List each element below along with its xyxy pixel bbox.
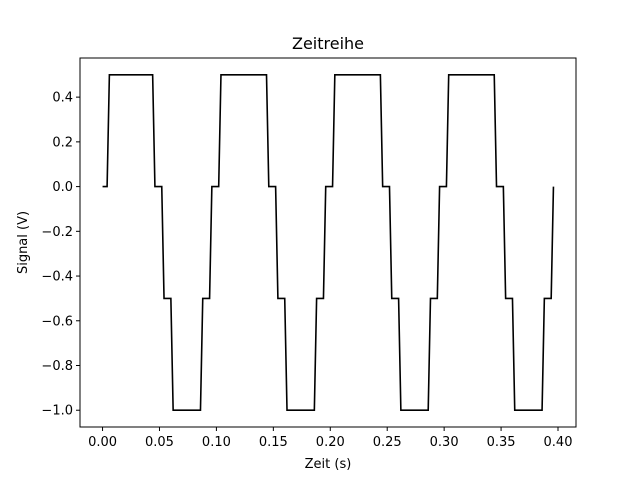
x-tick-label: 0.30	[430, 435, 459, 450]
y-tick-label: −0.2	[41, 225, 73, 240]
y-tick-label: 0.0	[52, 180, 73, 195]
plot-area	[79, 57, 577, 428]
x-axis: 0.00 0.05 0.10 0.15 0.20 0.25 0.30 0.35 0.40	[88, 427, 572, 450]
y-axis: 0.4 0.2 0.0 −0.2 −0.4 −0.6 −0.8 −1.0	[41, 91, 80, 419]
x-tick-label: 0.20	[316, 435, 345, 450]
x-tick-label: 0.00	[88, 435, 117, 450]
x-axis-label: Zeit (s)	[305, 457, 352, 472]
axes-frame	[79, 57, 577, 428]
x-tick-label: 0.25	[373, 435, 402, 450]
y-tick-label: 0.4	[52, 91, 73, 106]
series-line	[102, 73, 555, 412]
chart-title: Zeitreihe	[292, 34, 364, 53]
x-tick-label: 0.35	[487, 435, 516, 450]
x-tick-label: 0.15	[259, 435, 288, 450]
y-axis-label: Signal (V)	[16, 211, 31, 274]
y-tick-label: −0.6	[41, 314, 73, 329]
y-tick-label: −0.8	[41, 359, 73, 374]
y-tick-label: −1.0	[41, 404, 73, 419]
y-tick-label: −0.4	[41, 270, 73, 285]
x-tick-label: 0.05	[145, 435, 174, 450]
x-tick-label: 0.40	[544, 435, 573, 450]
y-tick-label: 0.2	[52, 135, 73, 150]
x-tick-label: 0.10	[202, 435, 231, 450]
